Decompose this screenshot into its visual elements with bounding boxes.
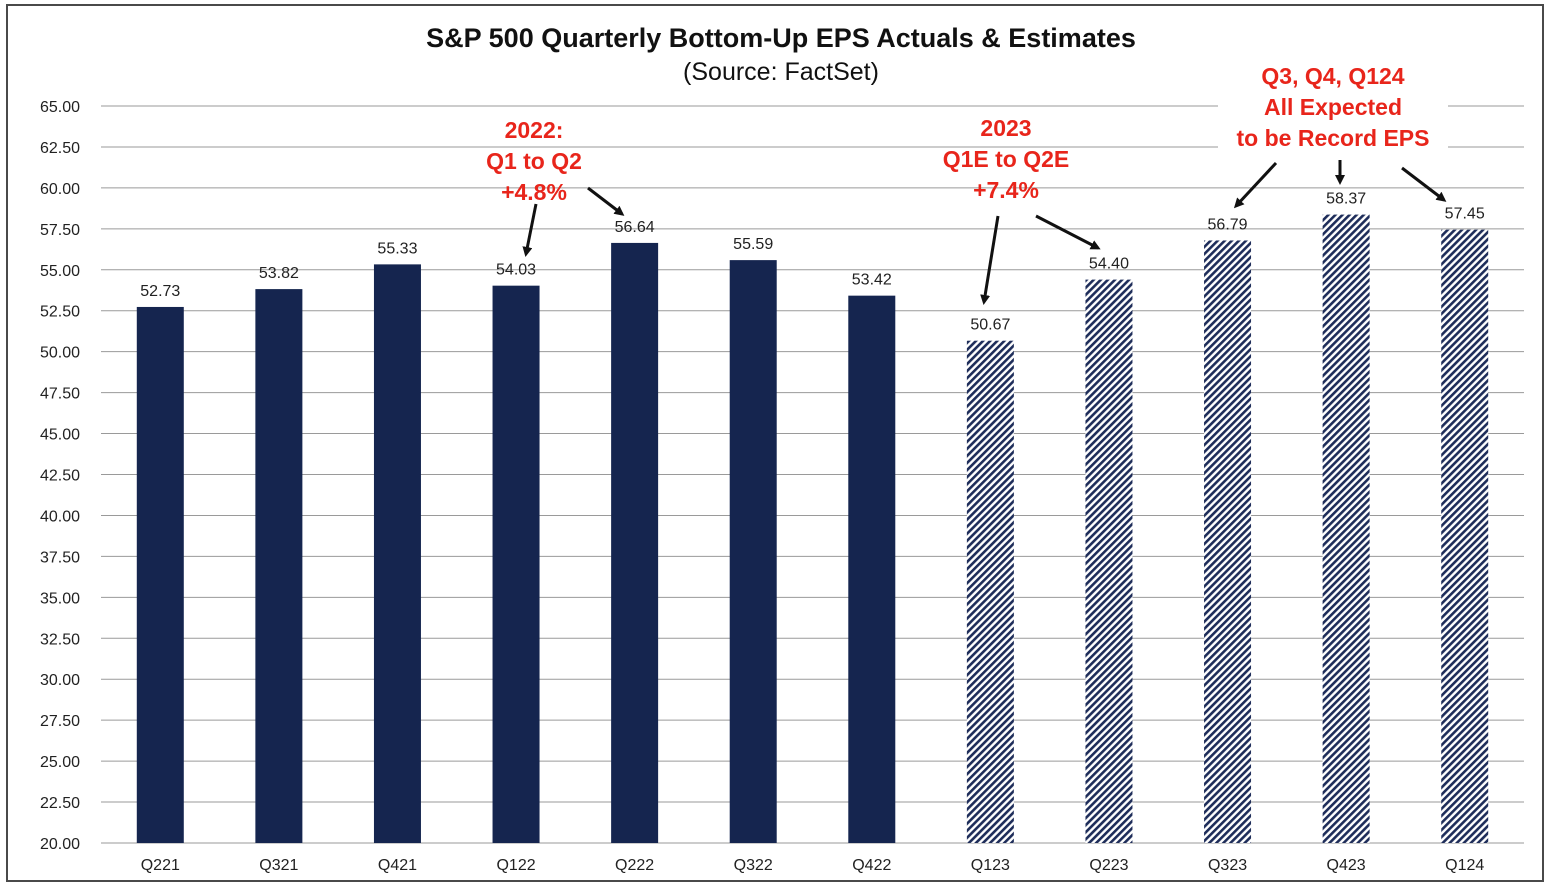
data-label-q123: 50.67 <box>970 317 1010 334</box>
data-label-q422: 53.42 <box>852 272 892 289</box>
y-tick-label: 62.50 <box>40 140 80 157</box>
estimate-bar-q124 <box>1441 229 1489 843</box>
data-label-q421: 55.33 <box>377 240 417 257</box>
data-labels: 52.73 53.82 55.33 54.03 56.64 55.59 53.42 50.67… <box>140 191 1485 334</box>
annotation-2023-line2: Q1E to Q2E <box>943 146 1070 172</box>
x-axis-ticks: Q221 Q321 Q421 Q122 Q222 Q322 Q422 Q123 Q223 Q323… <box>141 857 1485 874</box>
annotation-2022-line2: Q1 to Q2 <box>486 148 582 174</box>
data-label-q222: 56.64 <box>615 219 655 236</box>
annotation-2022-line1: 2022: <box>505 117 564 143</box>
y-tick-label: 45.00 <box>40 427 80 444</box>
y-tick-label: 60.00 <box>40 181 80 198</box>
x-tick-label-q323: Q323 <box>1208 857 1247 874</box>
y-tick-label: 40.00 <box>40 508 80 525</box>
actual-bar-q122 <box>492 285 540 844</box>
y-tick-label: 22.50 <box>40 795 80 812</box>
annotation-2023: 2023 Q1E to Q2E +7.4% <box>943 115 1070 203</box>
actual-bar-q221 <box>136 306 184 843</box>
y-tick-label: 25.00 <box>40 754 80 771</box>
annotation-2023-line3: +7.4% <box>973 177 1039 203</box>
annotation-2022-line3: +4.8% <box>501 179 567 205</box>
arrow-to-q122 <box>522 203 538 257</box>
actual-bar-q421 <box>373 264 421 843</box>
x-tick-label-q422: Q422 <box>852 857 891 874</box>
data-label-q223: 54.40 <box>1089 256 1129 273</box>
y-tick-label: 52.50 <box>40 304 80 321</box>
arrow-to-q223 <box>1035 214 1101 250</box>
data-label-q423: 58.37 <box>1326 191 1366 208</box>
data-label-q122: 54.03 <box>496 262 536 279</box>
bars <box>136 214 1489 844</box>
y-tick-label: 37.50 <box>40 549 80 566</box>
y-tick-label: 35.00 <box>40 590 80 607</box>
bar-chart: S&P 500 Quarterly Bottom-Up EPS Actuals … <box>40 23 1524 874</box>
x-tick-label-q124: Q124 <box>1445 857 1484 874</box>
annotation-record-line2: All Expected <box>1264 94 1402 120</box>
x-tick-label-q322: Q322 <box>734 857 773 874</box>
estimate-bar-q223 <box>1085 279 1133 843</box>
x-tick-label-q122: Q122 <box>496 857 535 874</box>
actual-bar-q322 <box>729 260 777 843</box>
data-label-q321: 53.82 <box>259 265 299 282</box>
y-tick-label: 50.00 <box>40 345 80 362</box>
x-tick-label-q421: Q421 <box>378 857 417 874</box>
y-tick-label: 20.00 <box>40 836 80 853</box>
y-axis-ticks: 20.00 22.50 25.00 27.50 30.00 32.50 35.00 37.50… <box>40 99 80 853</box>
x-tick-label-q123: Q123 <box>971 857 1010 874</box>
annotation-arrows <box>522 160 1447 305</box>
y-tick-label: 55.00 <box>40 263 80 280</box>
y-tick-label: 47.50 <box>40 386 80 403</box>
arrow-to-q124 <box>1401 166 1447 202</box>
annotation-record-line3: to be Record EPS <box>1237 125 1430 151</box>
annotation-record-background <box>1218 62 1448 160</box>
estimate-bar-q423 <box>1322 214 1370 844</box>
actual-bar-q222 <box>611 242 659 844</box>
data-label-q323: 56.79 <box>1208 216 1248 233</box>
y-tick-label: 65.00 <box>40 99 80 116</box>
chart-subtitle: (Source: FactSet) <box>683 58 879 86</box>
actual-bar-q321 <box>255 289 303 844</box>
y-tick-label: 32.50 <box>40 631 80 648</box>
data-label-q322: 55.59 <box>733 236 773 253</box>
annotation-record-line1: Q3, Q4, Q124 <box>1261 63 1404 89</box>
arrow-to-q123 <box>980 215 1000 305</box>
data-label-q124: 57.45 <box>1445 206 1485 223</box>
chart-frame: S&P 500 Quarterly Bottom-Up EPS Actuals … <box>6 4 1544 882</box>
annotation-record: Q3, Q4, Q124 All Expected to be Record E… <box>1218 62 1448 160</box>
y-tick-label: 57.50 <box>40 222 80 239</box>
chart-title: S&P 500 Quarterly Bottom-Up EPS Actuals … <box>426 23 1136 53</box>
gridlines <box>101 105 1524 844</box>
y-tick-label: 27.50 <box>40 713 80 730</box>
annotation-2023-line1: 2023 <box>980 115 1031 141</box>
estimate-bar-q123 <box>966 340 1014 843</box>
data-label-q221: 52.73 <box>140 283 180 300</box>
x-tick-label-q223: Q223 <box>1089 857 1128 874</box>
x-tick-label-q423: Q423 <box>1327 857 1366 874</box>
arrow-to-q323 <box>1233 161 1278 209</box>
x-tick-label-q221: Q221 <box>141 857 180 874</box>
x-tick-label-q222: Q222 <box>615 857 654 874</box>
estimate-bar-q323 <box>1204 240 1252 844</box>
x-tick-label-q321: Q321 <box>259 857 298 874</box>
y-tick-label: 42.50 <box>40 468 80 485</box>
annotation-2022: 2022: Q1 to Q2 +4.8% <box>486 117 582 205</box>
arrow-to-q222 <box>587 186 625 216</box>
actual-bar-q422 <box>848 295 896 843</box>
y-tick-label: 30.00 <box>40 672 80 689</box>
